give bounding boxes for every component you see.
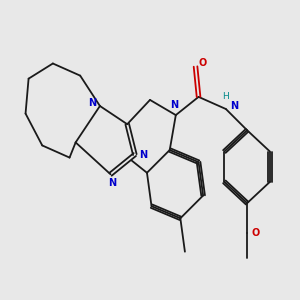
Text: N: N <box>230 101 238 111</box>
Text: O: O <box>199 58 207 68</box>
Text: H: H <box>223 92 229 101</box>
Text: N: N <box>108 178 116 188</box>
Text: O: O <box>251 229 260 238</box>
Text: N: N <box>139 150 147 160</box>
Text: N: N <box>88 98 96 108</box>
Text: N: N <box>170 100 178 110</box>
